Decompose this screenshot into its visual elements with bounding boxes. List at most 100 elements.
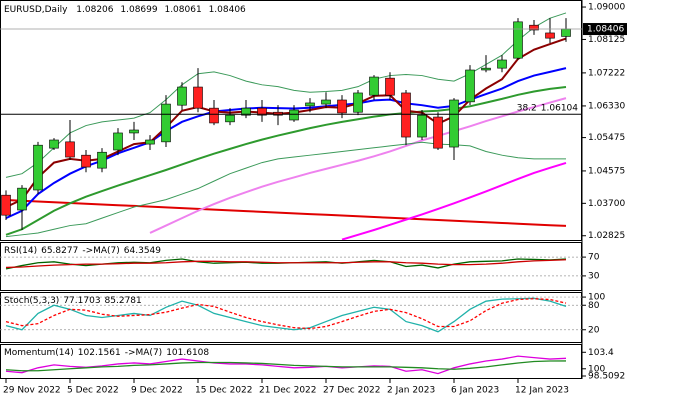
x-tick-label: 21 Dec 2022: [259, 386, 317, 396]
candle-body: [161, 103, 171, 143]
indicator-name: Momentum(14): [4, 348, 74, 358]
x-tick-label: 9 Dec 2022: [131, 386, 183, 396]
candle-body: [65, 141, 75, 158]
series-line: [5, 298, 567, 330]
open-value: 1.08206: [76, 5, 113, 15]
series-last-value: 85.2781: [105, 296, 142, 306]
indicator-title: RSI(14) 65.8277 ->MA(7) 64.3549: [4, 246, 161, 256]
candle-body: [417, 114, 427, 138]
candle-body: [321, 99, 331, 105]
series-line: [341, 162, 567, 240]
plot-area: [0, 296, 582, 333]
candle-body: [433, 116, 443, 149]
indicator-name: RSI(14): [4, 246, 37, 256]
fibo-label: 38.2 1.06104: [517, 103, 579, 113]
x-tick-label: 12 Jan 2023: [515, 386, 569, 396]
y-tick-label: 1.03700: [588, 199, 625, 209]
fibo-level: 38.2: [517, 103, 537, 113]
y-tick-label: 103.4: [588, 348, 614, 358]
series-last-value: 65.8277: [41, 246, 78, 256]
x-tick-label: 29 Nov 2022: [3, 386, 61, 396]
x-tick-label: 6 Jan 2023: [451, 386, 499, 396]
y-tick-label: 1.07222: [588, 68, 625, 78]
indicator-name: Stoch(5,3,3): [4, 296, 59, 306]
indicator-title: Momentum(14) 102.1561 ->MA(7) 101.6108: [4, 348, 209, 358]
y-tick-label: 80: [588, 301, 600, 311]
series-last-value: 77.1703: [63, 296, 100, 306]
series-line: [5, 297, 567, 333]
series-line: [5, 355, 567, 375]
y-tick-label: 1.04575: [588, 166, 625, 176]
candle-body: [33, 144, 43, 191]
candle-body: [49, 139, 59, 149]
candle-body: [273, 111, 283, 116]
low-value: 1.08061: [164, 5, 201, 15]
series-line: [5, 199, 567, 227]
candle-body: [529, 24, 539, 31]
candle-body: [401, 92, 411, 138]
series-last-value: 101.6108: [166, 348, 209, 358]
candle-body: [481, 67, 491, 71]
candle-body: [193, 86, 203, 109]
close-value: 1.08406: [209, 5, 246, 15]
candle-body: [177, 86, 187, 106]
fibo-price: 1.06104: [541, 103, 578, 113]
y-tick-label: 1.02825: [588, 231, 625, 241]
chart-title: EURUSD,Daily 1.08206 1.08699 1.08061 1.0…: [4, 5, 246, 15]
candle-body: [225, 114, 235, 123]
plot-area: [5, 355, 567, 375]
series-line: [5, 141, 566, 238]
x-tick-label: 5 Dec 2022: [67, 386, 119, 396]
y-tick-label: 1.08125: [588, 35, 625, 45]
y-tick-label: 1.06330: [588, 101, 625, 111]
candle-body: [145, 139, 155, 145]
y-tick-label: 1.05475: [588, 133, 625, 143]
x-tick-label: 15 Dec 2022: [195, 386, 253, 396]
candle-body: [561, 28, 571, 37]
y-tick-label: 100: [588, 364, 605, 374]
candle-body: [513, 21, 523, 59]
price-box: [583, 23, 627, 36]
candle-body: [17, 187, 27, 211]
candle-body: [305, 102, 315, 107]
series-line: [149, 97, 567, 234]
candle-body: [97, 151, 107, 169]
series-name: ->MA(7): [125, 348, 162, 358]
candle-body: [497, 59, 507, 69]
symbol: EURUSD,Daily: [4, 5, 68, 15]
candle-body: [129, 129, 139, 134]
candle-body: [209, 107, 219, 124]
high-value: 1.08699: [120, 5, 157, 15]
y-tick-label: 20: [588, 325, 600, 335]
y-tick-label: 100: [588, 293, 605, 303]
indicator-title: Stoch(5,3,3) 77.1703 85.2781: [4, 296, 142, 306]
plot-area: [0, 256, 582, 277]
candle-body: [1, 194, 11, 216]
candle-body: [353, 92, 363, 113]
series-line: [5, 86, 567, 236]
y-tick-label: 1.09000: [588, 3, 625, 13]
series-line: [5, 360, 567, 372]
candle-body: [337, 99, 347, 114]
price-box-label: 1.08406: [587, 25, 624, 35]
candle-body: [241, 107, 251, 116]
x-tick-label: 27 Dec 2022: [323, 386, 381, 396]
candle-body: [257, 107, 267, 116]
series-last-value: 102.1561: [78, 348, 121, 358]
candle-body: [369, 76, 379, 96]
series-name: ->MA(7): [82, 246, 119, 256]
candle-body: [465, 69, 475, 103]
candle-body: [449, 99, 459, 148]
series-line: [5, 259, 567, 269]
x-tick-label: 2 Jan 2023: [387, 386, 435, 396]
y-tick-label: 98.5092: [588, 372, 625, 382]
y-tick-label: 30: [588, 271, 600, 281]
candle-body: [81, 154, 91, 168]
plot-area: [1, 12, 571, 240]
candle-body: [545, 32, 555, 39]
candle-body: [289, 109, 299, 121]
series-last-value: 64.3549: [124, 246, 161, 256]
candle-body: [385, 77, 395, 96]
candle-body: [113, 132, 123, 151]
